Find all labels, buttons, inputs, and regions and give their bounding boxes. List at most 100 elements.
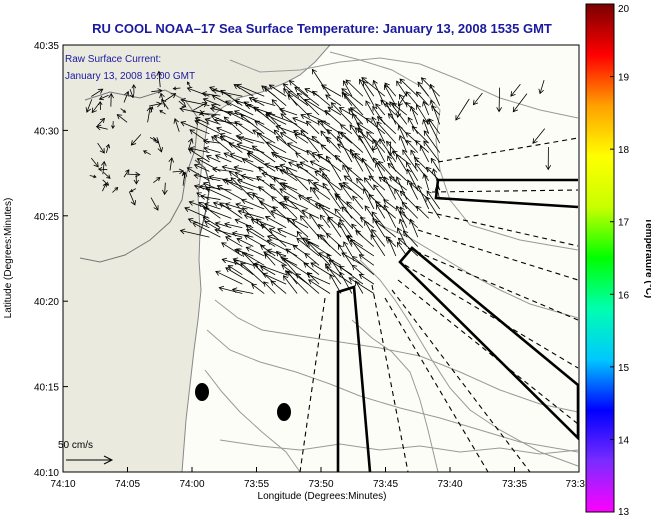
x-tick-label: 73:55 bbox=[244, 479, 269, 490]
current-arrow bbox=[229, 152, 254, 163]
current-arrow bbox=[402, 149, 419, 172]
current-arrow bbox=[397, 124, 408, 144]
current-arrow bbox=[422, 173, 430, 191]
current-arrow bbox=[358, 274, 375, 285]
current-arrow bbox=[326, 155, 342, 181]
current-arrow bbox=[419, 145, 430, 163]
current-arrow bbox=[111, 121, 115, 130]
current-arrow bbox=[425, 196, 441, 219]
current-arrow bbox=[246, 152, 276, 172]
current-arrow bbox=[346, 167, 364, 182]
current-arrow bbox=[339, 271, 353, 294]
current-arrow bbox=[211, 166, 232, 173]
current-arrow bbox=[422, 118, 430, 134]
current-arrow bbox=[352, 195, 364, 210]
current-arrow bbox=[243, 234, 265, 247]
current-arrow bbox=[258, 166, 276, 182]
current-arrow bbox=[396, 153, 408, 172]
current-arrow bbox=[241, 158, 265, 172]
current-arrow bbox=[265, 111, 287, 135]
current-arrow bbox=[532, 128, 546, 144]
current-arrow bbox=[292, 116, 309, 125]
colorbar-tick-label: 13 bbox=[618, 507, 630, 518]
current-arrow bbox=[150, 197, 159, 211]
current-arrow bbox=[349, 239, 375, 257]
current-arrow bbox=[275, 124, 298, 135]
current-arrow bbox=[407, 179, 419, 200]
current-arrow bbox=[455, 98, 470, 121]
current-arrow bbox=[224, 221, 243, 229]
colorbar-tick-label: 19 bbox=[618, 73, 630, 84]
current-arrow bbox=[202, 181, 221, 191]
current-arrow bbox=[279, 188, 298, 200]
current-arrow bbox=[310, 262, 331, 276]
current-arrow bbox=[133, 173, 139, 185]
current-arrow bbox=[156, 70, 163, 88]
current-arrow bbox=[325, 266, 353, 285]
current-arrow bbox=[296, 237, 320, 257]
current-arrow bbox=[397, 237, 419, 257]
current-arrow bbox=[202, 216, 221, 229]
current-arrow bbox=[216, 126, 232, 135]
current-arrow bbox=[242, 207, 254, 219]
current-arrow bbox=[376, 121, 397, 144]
current-arrow bbox=[108, 92, 114, 107]
current-arrow bbox=[285, 166, 309, 191]
current-arrow bbox=[306, 149, 320, 163]
current-arrow bbox=[309, 160, 331, 172]
current-arrow bbox=[303, 262, 320, 276]
current-arrow bbox=[263, 251, 287, 266]
current-arrow bbox=[211, 88, 243, 97]
current-arrow bbox=[240, 173, 265, 182]
current-arrow bbox=[214, 221, 232, 229]
current-arrow bbox=[397, 92, 408, 107]
y-axis: 40:10 40:15 40:20 40:25 40:30 40:35 bbox=[34, 41, 68, 479]
current-arrow bbox=[396, 241, 408, 257]
current-arrow bbox=[279, 132, 298, 144]
current-arrow bbox=[512, 93, 528, 113]
current-arrow bbox=[205, 187, 232, 200]
current-arrow bbox=[224, 202, 243, 210]
current-arrow bbox=[215, 270, 243, 285]
current-arrow bbox=[409, 105, 419, 125]
current-arrow bbox=[286, 142, 309, 153]
current-arrow bbox=[298, 195, 320, 210]
current-arrow bbox=[496, 87, 502, 113]
scale-label: 50 cm/s bbox=[58, 440, 93, 451]
current-arrow bbox=[98, 94, 109, 101]
current-arrow bbox=[231, 287, 254, 294]
current-arrow bbox=[264, 215, 287, 229]
current-arrow bbox=[305, 120, 320, 135]
current-arrow bbox=[414, 162, 430, 182]
current-arrow bbox=[295, 152, 309, 163]
current-arrow bbox=[417, 81, 430, 97]
y-tick-label: 40:25 bbox=[34, 212, 59, 223]
current-arrow bbox=[95, 124, 108, 131]
current-arrow bbox=[102, 179, 110, 186]
current-arrow bbox=[374, 201, 397, 219]
current-arrow bbox=[371, 116, 386, 144]
current-arrow bbox=[402, 230, 419, 247]
current-arrow bbox=[294, 86, 320, 106]
current-arrow bbox=[221, 164, 243, 172]
current-arrow bbox=[365, 117, 386, 135]
current-arrow bbox=[254, 262, 287, 276]
current-arrow bbox=[399, 78, 419, 97]
current-arrow bbox=[337, 131, 353, 144]
current-arrow bbox=[363, 177, 375, 191]
current-arrow bbox=[341, 91, 353, 106]
current-arrow bbox=[365, 100, 375, 116]
inset-label-1: Raw Surface Current: bbox=[65, 54, 161, 65]
current-arrow bbox=[194, 120, 221, 135]
current-arrow bbox=[179, 228, 210, 238]
current-arrow bbox=[245, 246, 265, 257]
current-arrow bbox=[130, 134, 142, 146]
current-arrow bbox=[268, 228, 287, 238]
current-arrow bbox=[375, 220, 397, 238]
x-tick-label: 73:40 bbox=[437, 479, 462, 490]
current-arrow bbox=[300, 114, 320, 125]
current-arrow bbox=[338, 265, 364, 285]
current-arrow bbox=[406, 161, 419, 181]
current-arrow bbox=[339, 124, 353, 135]
